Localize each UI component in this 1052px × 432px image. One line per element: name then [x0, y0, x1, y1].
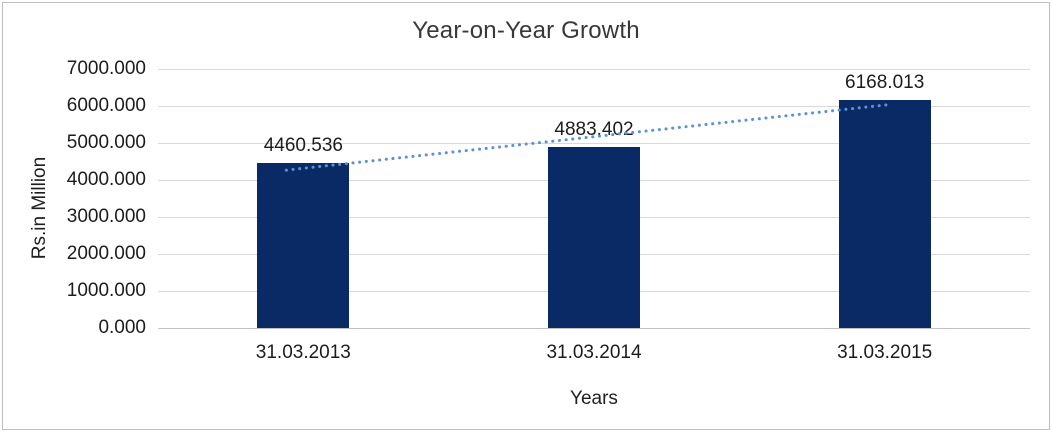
y-tick-label: 1000.000: [66, 280, 146, 301]
y-tick-label: 2000.000: [66, 243, 146, 264]
y-tick-label: 4000.000: [66, 169, 146, 190]
bar-31.03.2015: [838, 99, 931, 328]
x-axis-line: [158, 328, 1030, 329]
bar-31.03.2013: [257, 162, 350, 328]
y-tick-label: 7000.000: [66, 58, 146, 79]
y-tick-label: 5000.000: [66, 132, 146, 153]
x-tick-label: 31.03.2014: [546, 342, 642, 363]
bar-value-label: 6168.013: [845, 71, 925, 93]
y-tick-label: 6000.000: [66, 95, 146, 116]
gridline: [158, 69, 1030, 70]
chart-title: Year-on-Year Growth: [412, 17, 640, 44]
x-tick-label: 31.03.2013: [255, 342, 351, 363]
y-tick-label: 0.000: [98, 317, 146, 338]
y-tick-label: 3000.000: [66, 206, 146, 227]
bar-31.03.2014: [548, 147, 640, 328]
x-axis-title: Years: [570, 388, 618, 409]
bar-value-label: 4460.536: [263, 134, 343, 156]
x-tick-label: 31.03.2015: [837, 342, 933, 363]
bar-value-label: 4883.402: [554, 119, 634, 141]
